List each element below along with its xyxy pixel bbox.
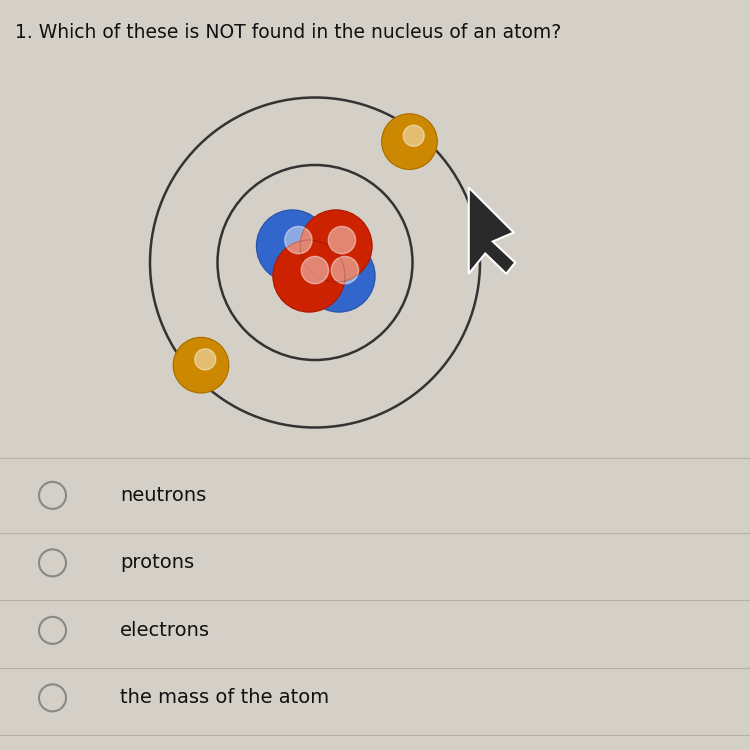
Circle shape [404, 125, 424, 146]
Text: the mass of the atom: the mass of the atom [120, 688, 329, 707]
Circle shape [173, 338, 229, 393]
Circle shape [328, 226, 356, 254]
Text: protons: protons [120, 554, 194, 572]
Circle shape [332, 256, 358, 284]
Text: neutrons: neutrons [120, 486, 206, 505]
Circle shape [285, 226, 312, 254]
Circle shape [273, 240, 345, 312]
Polygon shape [469, 188, 515, 274]
Circle shape [382, 114, 437, 170]
Circle shape [300, 210, 372, 282]
Text: electrons: electrons [120, 621, 210, 640]
Circle shape [303, 240, 375, 312]
Circle shape [256, 210, 328, 282]
Circle shape [195, 349, 216, 370]
Circle shape [302, 256, 328, 284]
Text: 1. Which of these is NOT found in the nucleus of an atom?: 1. Which of these is NOT found in the nu… [15, 22, 561, 41]
